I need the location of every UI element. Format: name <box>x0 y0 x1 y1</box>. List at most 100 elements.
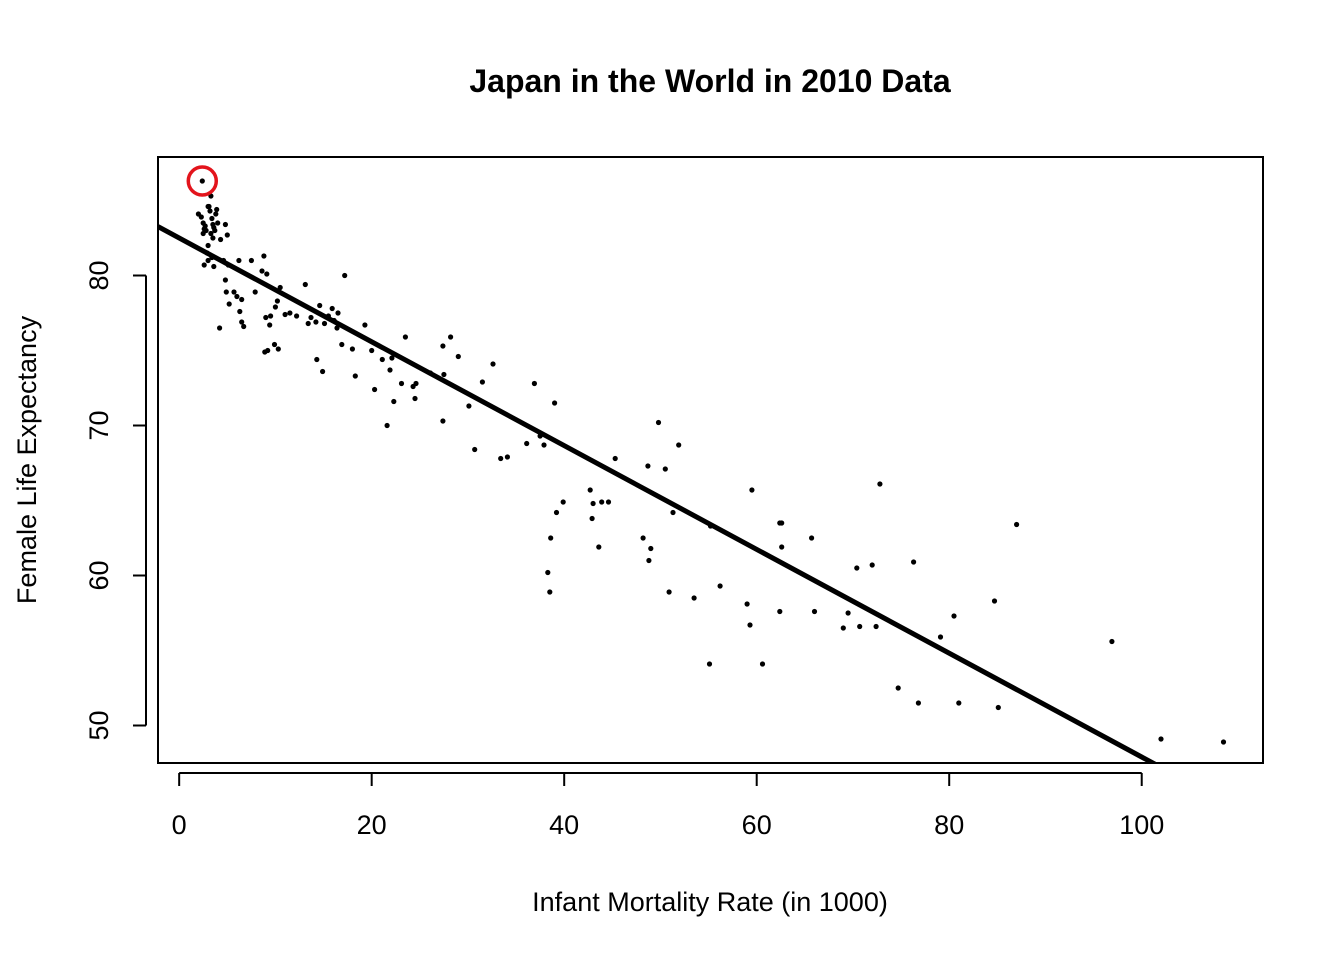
data-point <box>744 601 750 607</box>
data-point <box>840 625 846 631</box>
data-point <box>640 535 646 541</box>
data-point <box>612 455 618 462</box>
data-point <box>335 310 341 316</box>
data-point <box>226 301 232 307</box>
data-point <box>391 398 397 405</box>
data-point <box>777 608 783 615</box>
data-point <box>1220 739 1227 745</box>
data-point <box>951 613 957 619</box>
data-point <box>412 395 418 402</box>
data-point <box>541 442 547 448</box>
x-tick-label: 0 <box>172 810 187 840</box>
data-point <box>466 403 472 409</box>
data-point <box>215 220 221 226</box>
data-point <box>277 284 283 291</box>
data-point <box>895 685 901 691</box>
data-point <box>313 319 319 325</box>
data-point <box>545 569 551 576</box>
data-point <box>440 343 446 349</box>
data-point <box>873 623 879 630</box>
y-tick-label: 50 <box>84 710 114 740</box>
data-point <box>214 206 220 213</box>
data-point <box>547 589 553 595</box>
data-point <box>263 314 269 321</box>
data-point <box>308 314 314 321</box>
data-point <box>531 380 538 387</box>
data-point <box>440 418 446 424</box>
highlight-layer <box>186 165 219 197</box>
data-point <box>956 700 962 706</box>
data-point <box>222 221 228 228</box>
data-point <box>413 380 419 387</box>
plot-area <box>158 165 1227 763</box>
data-point <box>845 610 851 616</box>
regression-line <box>158 224 1159 763</box>
data-point <box>320 368 326 375</box>
data-point <box>387 367 393 373</box>
data-point <box>590 500 596 507</box>
data-point <box>314 356 320 363</box>
data-point <box>655 419 662 426</box>
data-point <box>911 559 917 565</box>
data-point <box>342 272 348 279</box>
data-point <box>749 487 755 493</box>
data-point <box>205 242 211 249</box>
data-point <box>239 296 245 303</box>
data-point <box>504 454 510 460</box>
regression-layer <box>158 224 1159 763</box>
data-point <box>261 253 267 259</box>
data-point <box>252 289 258 295</box>
x-axis: 0 20 40 60 80 100 <box>172 772 1164 840</box>
data-point <box>670 509 676 516</box>
plot-frame <box>157 156 1264 764</box>
x-tick-label: 40 <box>549 810 579 840</box>
data-point <box>321 320 328 327</box>
data-point <box>811 608 818 615</box>
data-point <box>265 347 271 354</box>
data-point <box>267 322 273 328</box>
data-point <box>472 446 478 453</box>
data-point <box>223 289 229 295</box>
chart-title: Japan in the World in 2010 Data <box>469 63 951 99</box>
data-point <box>995 704 1001 711</box>
data-point <box>329 305 335 312</box>
data-point <box>599 499 605 505</box>
data-point <box>1014 521 1020 528</box>
data-point <box>218 236 224 243</box>
data-point <box>208 230 214 237</box>
data-point <box>560 499 566 505</box>
data-point <box>717 583 723 589</box>
data-point <box>349 346 355 352</box>
data-point <box>548 535 554 541</box>
data-point <box>205 257 211 264</box>
data-point <box>809 535 815 541</box>
data-point <box>201 262 207 268</box>
data-point <box>234 293 240 300</box>
data-point <box>402 334 408 340</box>
data-point <box>198 214 204 220</box>
data-point <box>877 481 883 487</box>
data-point <box>498 455 504 462</box>
data-point <box>339 341 345 348</box>
x-tick-label: 80 <box>934 810 964 840</box>
data-point <box>490 361 496 367</box>
data-point <box>203 227 209 234</box>
data-point <box>213 211 219 217</box>
data-point <box>352 373 358 379</box>
data-point <box>869 562 875 568</box>
data-point <box>217 325 223 331</box>
data-point <box>287 310 293 316</box>
data-point <box>272 304 278 310</box>
data-point <box>455 353 461 360</box>
data-point <box>479 379 485 385</box>
x-axis-label: Infant Mortality Rate (in 1000) <box>532 887 888 917</box>
data-point <box>596 544 602 550</box>
data-point <box>915 700 922 706</box>
data-point <box>239 319 245 325</box>
points-layer <box>195 178 1227 745</box>
y-tick-label: 80 <box>84 260 114 290</box>
data-point <box>666 589 672 595</box>
data-point <box>991 598 998 604</box>
data-point <box>302 281 308 288</box>
